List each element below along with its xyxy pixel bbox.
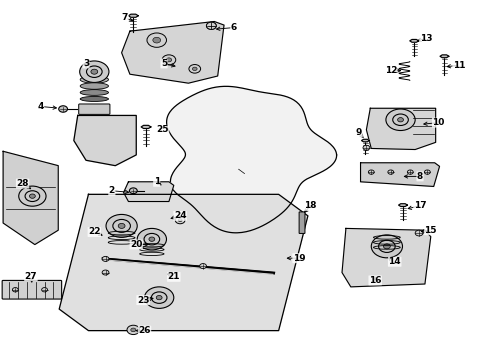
Text: 8: 8 [416, 172, 422, 181]
Circle shape [91, 69, 98, 74]
Text: 26: 26 [138, 326, 150, 335]
Text: 5: 5 [161, 59, 167, 68]
Circle shape [106, 215, 137, 237]
Polygon shape [128, 14, 138, 17]
Circle shape [385, 109, 414, 131]
Polygon shape [74, 116, 136, 166]
Circle shape [424, 170, 429, 174]
Polygon shape [59, 194, 307, 330]
Circle shape [156, 296, 162, 300]
Circle shape [19, 186, 46, 206]
Circle shape [153, 37, 160, 43]
Circle shape [147, 33, 166, 47]
Circle shape [188, 64, 200, 73]
Circle shape [12, 288, 18, 292]
Circle shape [397, 118, 403, 122]
Circle shape [80, 61, 109, 82]
FancyBboxPatch shape [79, 104, 110, 114]
Text: 28: 28 [17, 179, 29, 188]
Text: 10: 10 [431, 118, 444, 127]
Polygon shape [123, 182, 173, 202]
Text: 22: 22 [88, 228, 101, 237]
Text: 6: 6 [230, 23, 236, 32]
Circle shape [144, 287, 173, 309]
Ellipse shape [80, 83, 108, 89]
Circle shape [199, 264, 206, 269]
Text: 18: 18 [304, 201, 316, 210]
Text: 27: 27 [24, 271, 37, 280]
Circle shape [370, 235, 402, 258]
Circle shape [162, 55, 175, 65]
Circle shape [29, 194, 35, 198]
Circle shape [407, 170, 412, 174]
Text: 7: 7 [122, 13, 128, 22]
Circle shape [175, 217, 184, 224]
Polygon shape [141, 125, 151, 129]
Text: 11: 11 [452, 61, 465, 70]
Circle shape [102, 256, 109, 261]
Text: 24: 24 [173, 211, 186, 220]
Text: 1: 1 [153, 177, 160, 186]
Text: 19: 19 [292, 254, 305, 263]
Polygon shape [409, 40, 418, 42]
Polygon shape [3, 151, 58, 244]
Text: 12: 12 [384, 66, 396, 75]
Circle shape [130, 328, 136, 332]
Circle shape [362, 145, 369, 150]
Circle shape [178, 219, 182, 222]
Text: 25: 25 [156, 125, 168, 134]
Circle shape [367, 170, 373, 174]
Polygon shape [366, 108, 435, 149]
Circle shape [102, 270, 109, 275]
Text: 15: 15 [424, 226, 436, 235]
Polygon shape [341, 228, 430, 287]
Polygon shape [398, 204, 407, 207]
Circle shape [192, 67, 197, 71]
Text: 14: 14 [387, 257, 400, 266]
FancyBboxPatch shape [299, 212, 305, 233]
Text: 2: 2 [108, 186, 115, 195]
Circle shape [166, 58, 171, 62]
Polygon shape [439, 55, 448, 58]
FancyBboxPatch shape [2, 280, 61, 299]
Ellipse shape [80, 96, 108, 102]
Text: 17: 17 [413, 201, 426, 210]
Polygon shape [166, 86, 336, 233]
Ellipse shape [80, 90, 108, 95]
Text: 20: 20 [130, 240, 142, 249]
Circle shape [129, 188, 137, 194]
Text: 3: 3 [83, 59, 89, 68]
Circle shape [41, 288, 47, 292]
Circle shape [127, 325, 140, 334]
Circle shape [414, 230, 422, 236]
Polygon shape [361, 139, 368, 142]
Text: 9: 9 [355, 128, 362, 137]
Polygon shape [360, 163, 439, 186]
Ellipse shape [80, 76, 108, 83]
Circle shape [59, 106, 67, 112]
Circle shape [387, 170, 393, 174]
Text: 21: 21 [167, 272, 180, 281]
Circle shape [137, 228, 166, 250]
Polygon shape [122, 22, 224, 83]
Circle shape [383, 244, 389, 249]
Text: 23: 23 [137, 296, 149, 305]
Circle shape [206, 22, 216, 30]
Text: 13: 13 [419, 34, 431, 43]
Text: 4: 4 [38, 102, 44, 111]
Circle shape [118, 224, 125, 228]
Circle shape [149, 237, 155, 241]
Text: 16: 16 [368, 276, 381, 285]
Circle shape [206, 22, 216, 30]
